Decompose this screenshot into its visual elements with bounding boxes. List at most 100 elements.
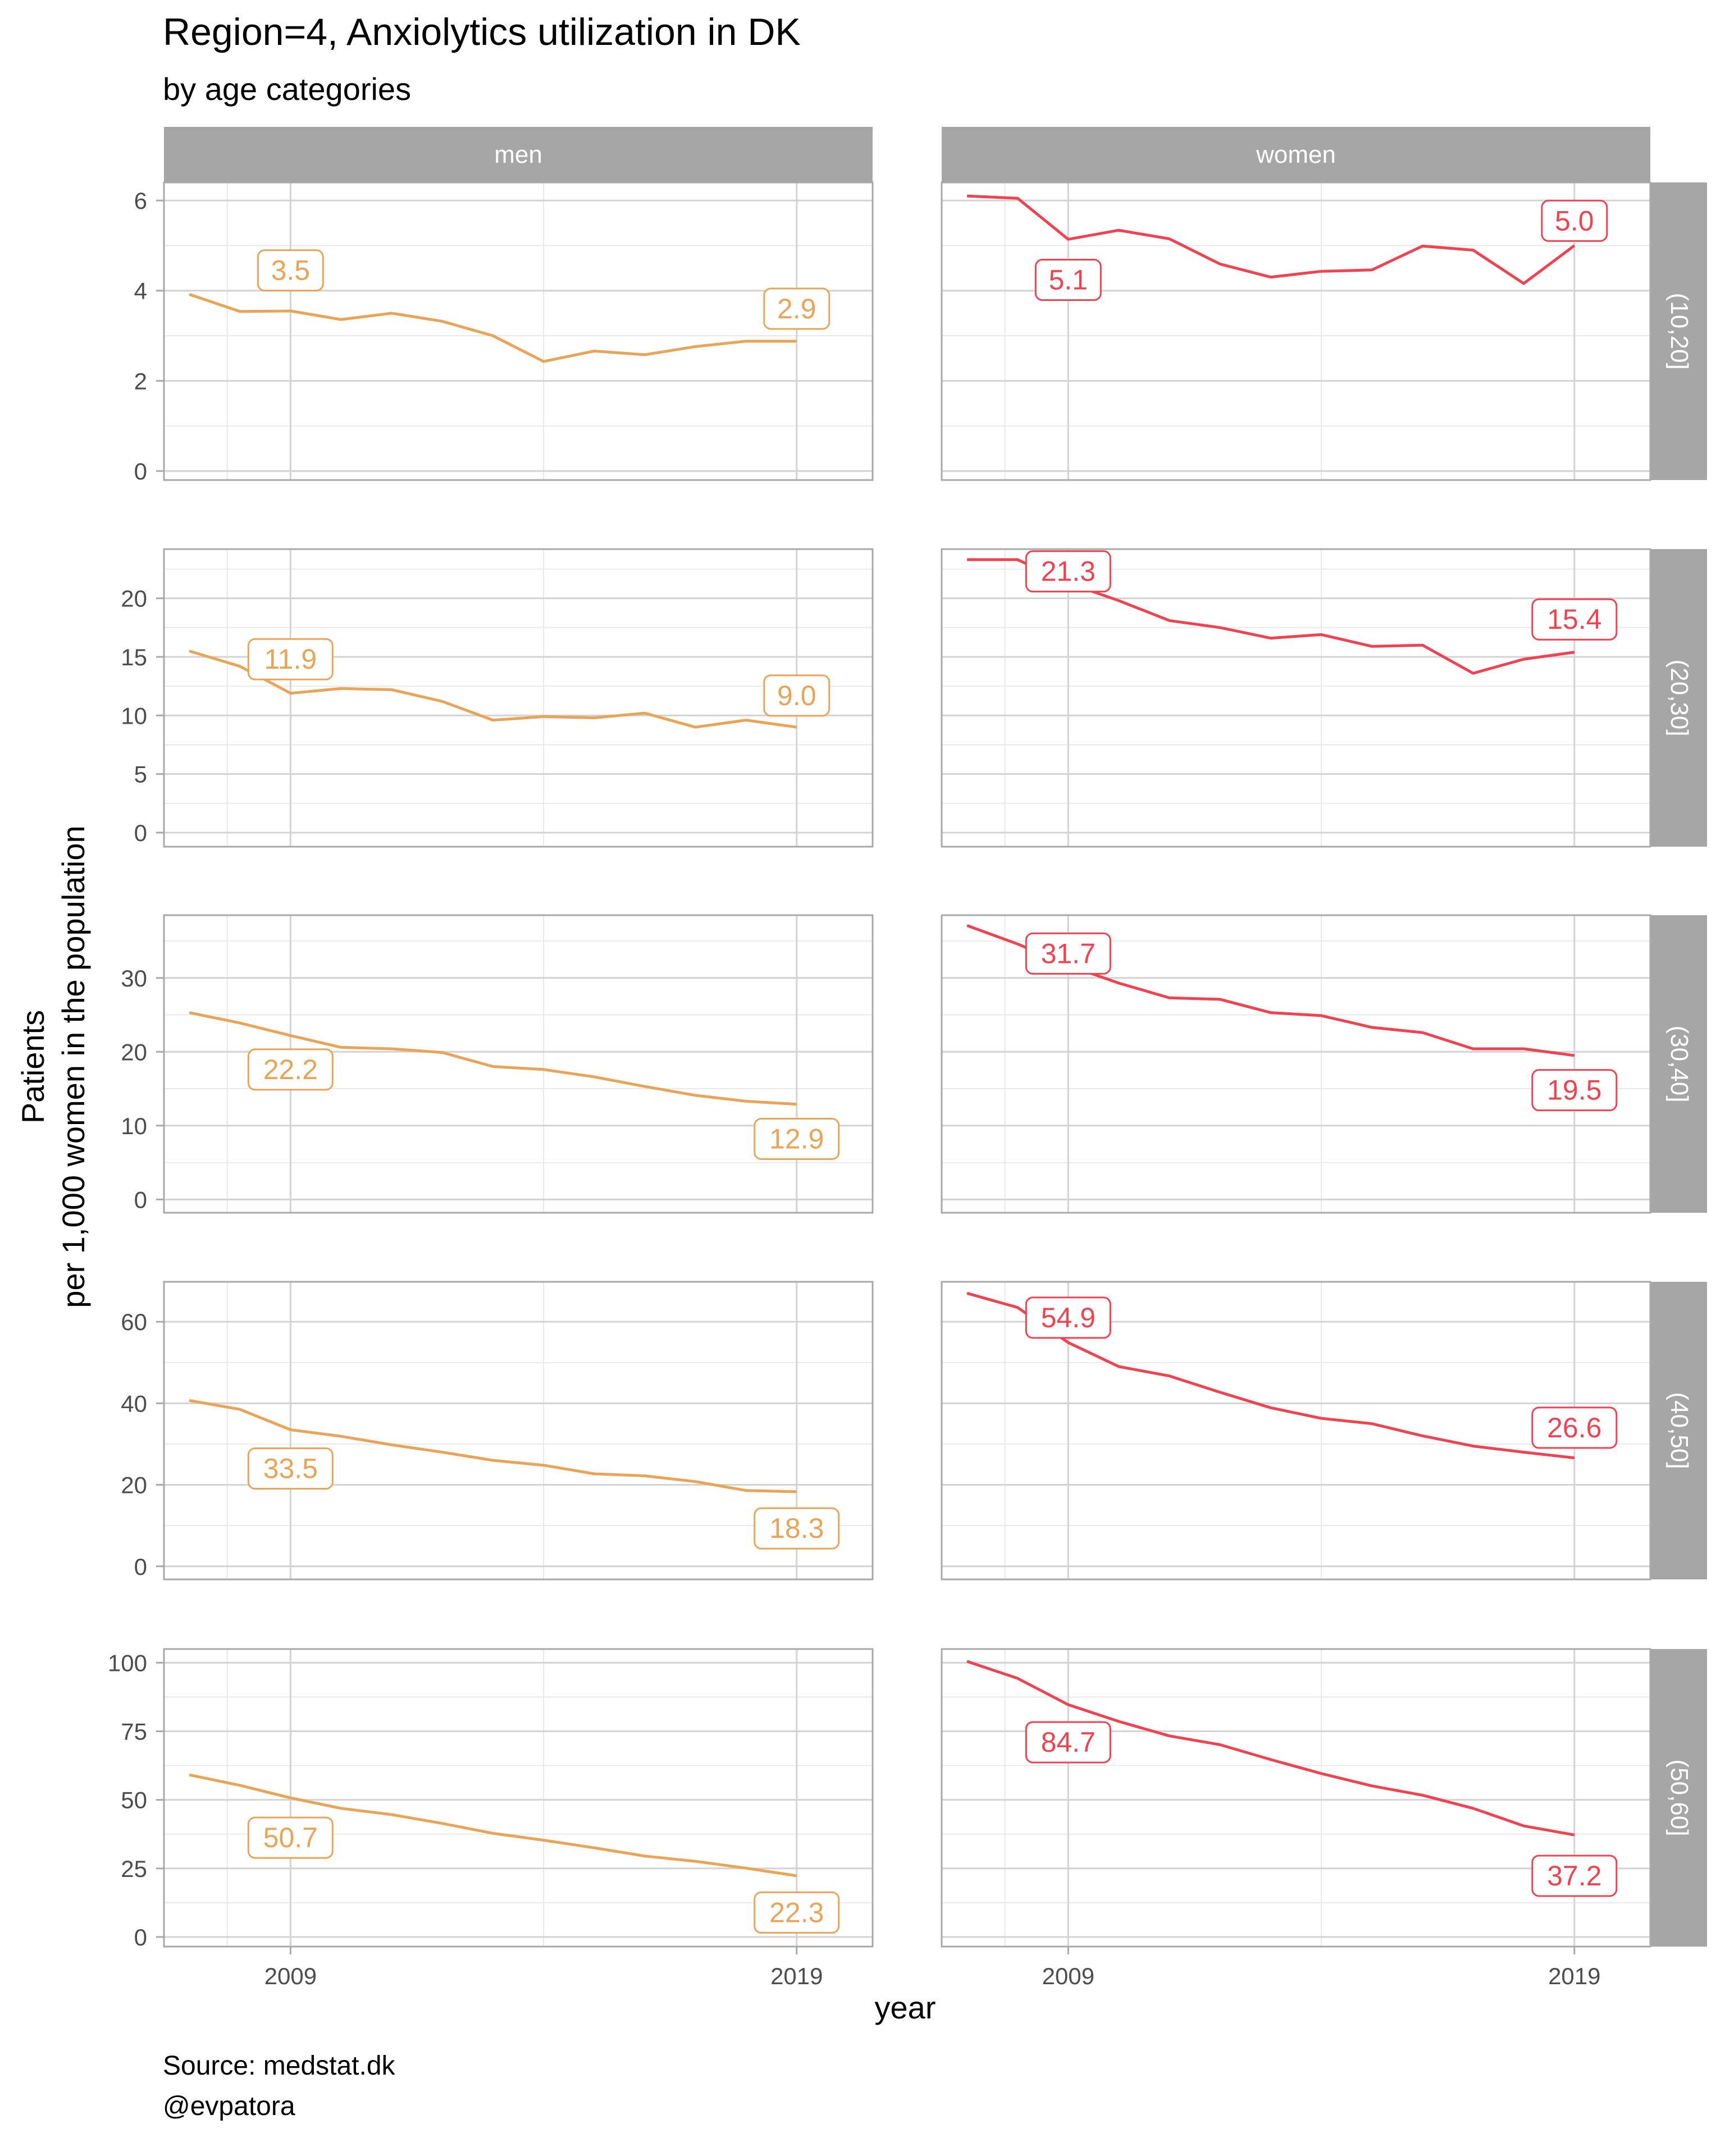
- value-label: 19.5: [1547, 1075, 1601, 1106]
- facet-strip-age: [1651, 182, 1707, 480]
- value-label-box: [1025, 932, 1111, 975]
- value-label-box: [763, 287, 830, 330]
- y-tick-label: 0: [134, 1186, 147, 1213]
- facet-strip-age: [1651, 1649, 1707, 1947]
- x-tick-label: 2019: [770, 1963, 823, 1989]
- x-tick-label: 2009: [1042, 1963, 1094, 1989]
- panel-border: [941, 1281, 1651, 1581]
- y-tick-label: 5: [134, 761, 147, 788]
- y-tick-label: 20: [121, 1039, 147, 1065]
- facet-strip-label-women: women: [1256, 141, 1336, 168]
- y-tick-label: 25: [121, 1856, 147, 1882]
- facet-strip-age: [1651, 915, 1707, 1213]
- value-label: 50.7: [263, 1822, 318, 1853]
- caption-handle: @evpatora: [163, 2091, 295, 2121]
- y-tick-label: 0: [134, 1924, 147, 1951]
- series-line-women: [966, 1660, 1575, 1837]
- value-label: 5.1: [1049, 264, 1088, 295]
- series-line-men: [189, 1773, 797, 1878]
- y-tick-label: 15: [121, 644, 147, 670]
- value-label: 3.5: [271, 255, 311, 286]
- facet-strip-label-age: (30,40]: [1665, 1026, 1693, 1103]
- facet-strip-age: [1651, 1282, 1707, 1579]
- y-tick-label: 6: [134, 188, 147, 214]
- caption-source: Source: medstat.dk: [163, 2051, 396, 2081]
- facet-strip-label-age: (10,20]: [1665, 293, 1693, 370]
- value-label-box: [1025, 1296, 1111, 1339]
- panel-border: [163, 1281, 874, 1581]
- value-label: 37.2: [1547, 1860, 1601, 1892]
- value-label-box: [247, 1447, 334, 1490]
- y-tick-label: 0: [134, 458, 147, 485]
- y-tick-label: 20: [121, 1472, 147, 1499]
- value-label-box: [754, 1117, 840, 1160]
- value-label-box: [754, 1891, 840, 1934]
- value-label-box: [754, 1507, 840, 1550]
- facet-strip-label-age: (50,60]: [1665, 1760, 1693, 1837]
- y-tick-label: 60: [121, 1309, 147, 1335]
- value-label: 54.9: [1041, 1302, 1096, 1333]
- facet-strip-label-age: (20,30]: [1665, 660, 1693, 737]
- y-tick-label: 0: [134, 820, 147, 846]
- facet-strip-women: [942, 127, 1650, 182]
- panel-border: [163, 548, 874, 848]
- value-label-box: [1531, 598, 1618, 641]
- facet-grid: men women (10,20] 0 2 4 6 3.5 2.9 5.1 5.0 (20,30] 0 5…: [108, 127, 1707, 1989]
- value-label: 2.9: [777, 293, 816, 325]
- value-label-box: [1531, 1406, 1618, 1449]
- series-line-men: [189, 650, 797, 729]
- y-tick-label: 4: [134, 278, 147, 304]
- series-line-men: [189, 1011, 797, 1106]
- y-tick-label: 40: [121, 1390, 147, 1417]
- panel-border: [941, 914, 1651, 1214]
- value-label: 18.3: [769, 1513, 824, 1544]
- x-tick-label: 2009: [264, 1963, 317, 1989]
- value-label-box: [247, 1048, 334, 1091]
- value-label: 31.7: [1041, 938, 1096, 969]
- panel-border: [163, 181, 874, 481]
- y-tick-label: 30: [121, 965, 147, 992]
- value-label: 11.9: [264, 643, 317, 675]
- value-label-box: [1025, 1721, 1111, 1764]
- y-tick-label: 50: [121, 1787, 147, 1814]
- y-tick-label: 10: [121, 1113, 147, 1139]
- chart-subtitle: by age categories: [163, 71, 411, 107]
- y-tick-label: 0: [134, 1554, 147, 1580]
- panel-border: [941, 181, 1651, 481]
- facet-strip-age: [1651, 549, 1707, 847]
- value-label: 12.9: [769, 1123, 824, 1154]
- value-label-box: [1034, 258, 1102, 301]
- x-axis-title: year: [875, 1990, 936, 2025]
- value-label: 21.3: [1041, 556, 1096, 587]
- value-label: 22.3: [769, 1897, 824, 1928]
- value-label-box: [1541, 199, 1608, 242]
- value-label-box: [247, 1816, 334, 1859]
- value-label-box: [1025, 550, 1111, 593]
- value-label-box: [257, 249, 324, 292]
- series-line-women: [966, 1291, 1575, 1460]
- facet-strip-label-age: (40,50]: [1665, 1392, 1693, 1469]
- y-tick-label: 100: [108, 1650, 147, 1676]
- series-line-men: [189, 1399, 797, 1493]
- value-label: 9.0: [777, 680, 816, 711]
- value-label: 33.5: [263, 1453, 318, 1484]
- panel-border: [163, 914, 874, 1214]
- y-axis-title-line-1: Patients: [15, 1010, 51, 1123]
- series-line-men: [189, 293, 797, 363]
- facet-strip-label-men: men: [494, 141, 542, 168]
- chart-title: Region=4, Anxiolytics utilization in DK: [163, 11, 801, 53]
- value-label: 26.6: [1547, 1412, 1601, 1444]
- y-tick-label: 75: [121, 1719, 147, 1745]
- value-label-box: [763, 674, 830, 717]
- value-label: 84.7: [1041, 1726, 1096, 1758]
- y-tick-label: 10: [121, 702, 147, 729]
- panel-border: [163, 1648, 874, 1948]
- panel-border: [941, 1648, 1651, 1948]
- value-label: 15.4: [1547, 604, 1601, 635]
- value-label-box: [247, 638, 334, 680]
- value-label: 22.2: [263, 1054, 318, 1085]
- value-label-box: [1531, 1854, 1618, 1897]
- y-axis-title-line-2: per 1,000 women in the population: [56, 825, 91, 1308]
- facet-strip-men: [164, 127, 873, 182]
